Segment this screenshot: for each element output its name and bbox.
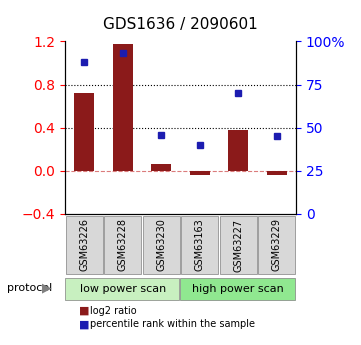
Text: high power scan: high power scan [192, 284, 284, 294]
Text: GSM63226: GSM63226 [79, 218, 89, 272]
Bar [113, 43, 133, 171]
Text: percentile rank within the sample: percentile rank within the sample [90, 319, 255, 329]
Text: ■: ■ [79, 319, 90, 329]
Text: GSM63163: GSM63163 [195, 219, 205, 271]
Text: GSM63227: GSM63227 [233, 218, 243, 272]
Bar [151, 164, 171, 171]
Text: GSM63228: GSM63228 [118, 218, 128, 272]
Text: protocol: protocol [7, 283, 52, 293]
Text: low power scan: low power scan [80, 284, 166, 294]
Text: GDS1636 / 2090601: GDS1636 / 2090601 [103, 17, 258, 32]
Text: ▶: ▶ [42, 282, 52, 295]
Bar [267, 171, 287, 175]
Text: ■: ■ [79, 306, 90, 315]
Text: log2 ratio: log2 ratio [90, 306, 137, 315]
Text: GSM63229: GSM63229 [272, 218, 282, 272]
Text: GSM63230: GSM63230 [156, 218, 166, 272]
Bar [190, 171, 210, 175]
Bar [74, 93, 94, 171]
Bar [228, 130, 248, 171]
